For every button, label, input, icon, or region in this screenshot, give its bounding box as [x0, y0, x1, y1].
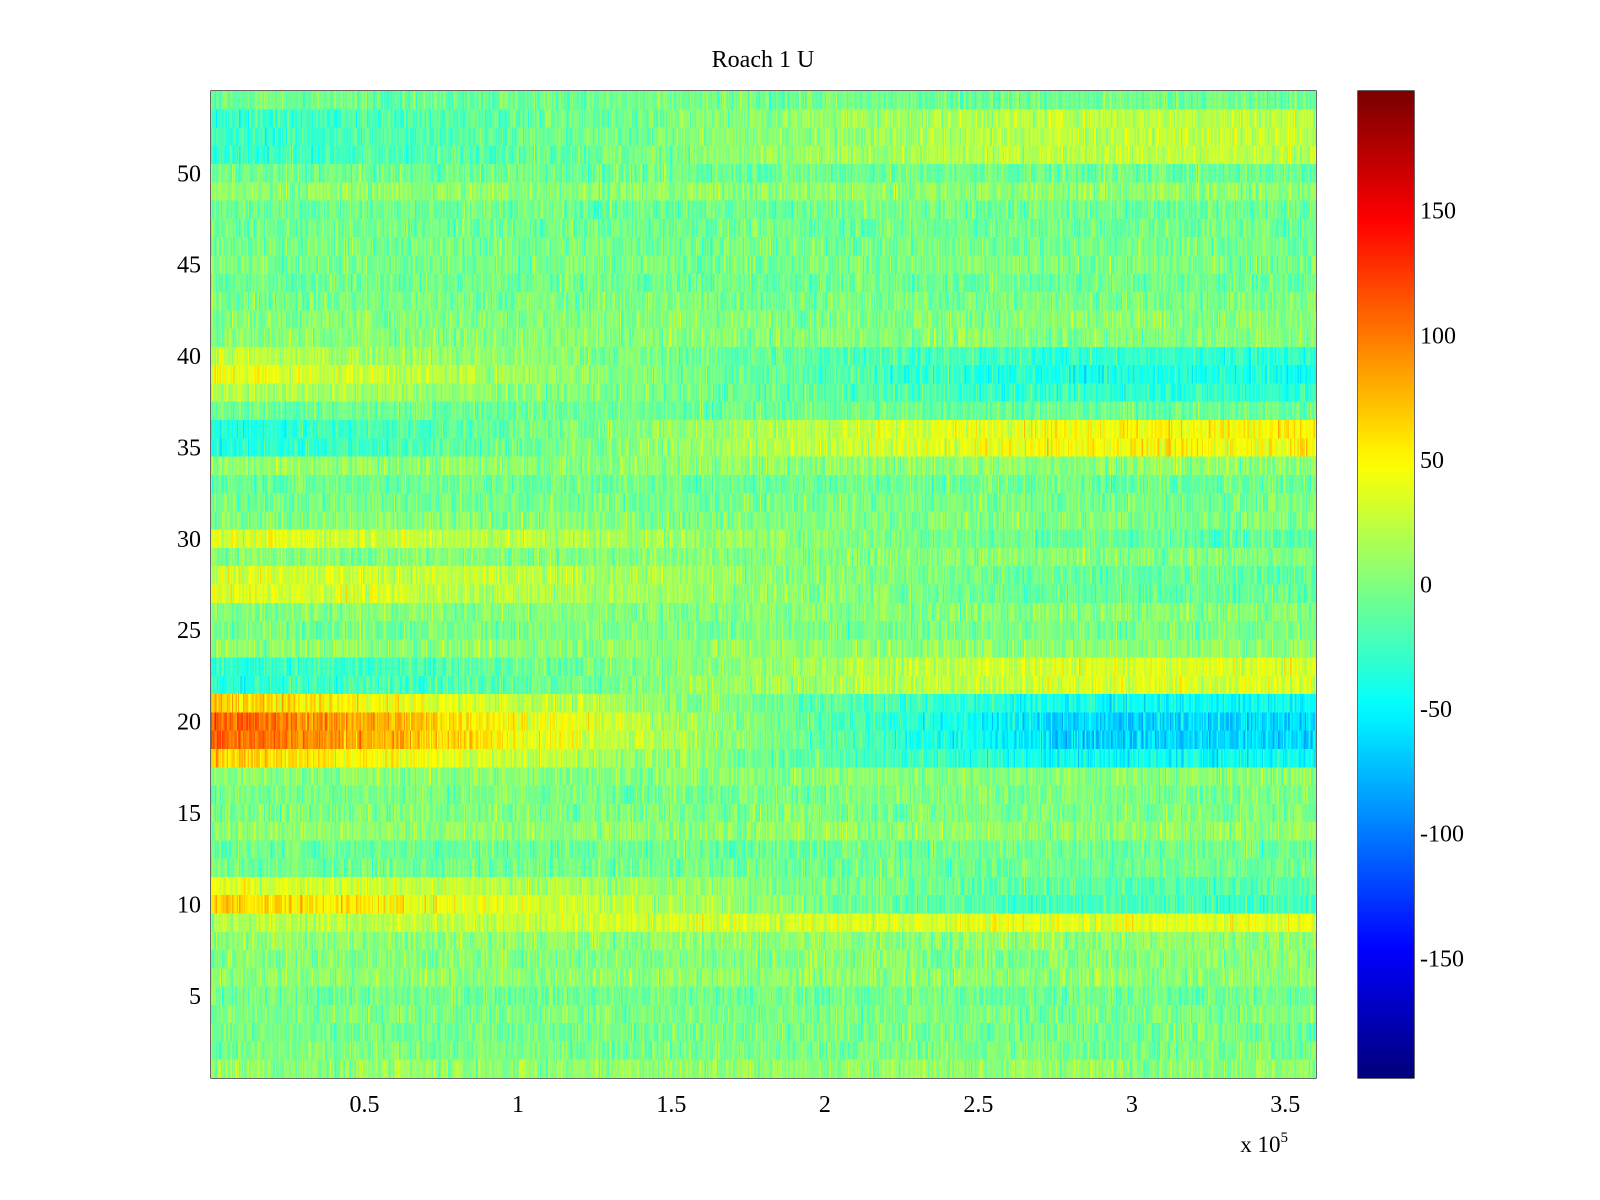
- x-exponent-base: x 10: [1240, 1132, 1280, 1157]
- y-tick-label: 5: [189, 984, 201, 1010]
- y-tick-label: 35: [177, 435, 201, 461]
- heatmap-cells: [211, 91, 1316, 1078]
- colorbar-tick-label: -150: [1420, 946, 1464, 972]
- x-tick-label: 3.5: [1270, 1092, 1300, 1118]
- x-tick-label: 2.5: [963, 1092, 993, 1118]
- x-exponent-label: x 105: [1240, 1130, 1288, 1157]
- colorbar-tick-label: 0: [1420, 573, 1432, 599]
- x-tick-label: 1: [512, 1092, 524, 1118]
- chart-title: Roach 1 U: [712, 47, 815, 73]
- x-tick-label: 1.5: [656, 1092, 686, 1118]
- y-tick-label: 25: [177, 618, 201, 644]
- colorbar-tick-label: -50: [1420, 697, 1452, 723]
- x-tick-label: 2: [819, 1092, 831, 1118]
- x-exponent-power: 5: [1281, 1130, 1289, 1146]
- y-tick-label: 40: [177, 344, 201, 370]
- x-tick-label: 0.5: [349, 1092, 379, 1118]
- colorbar-gradient: [1358, 91, 1414, 1078]
- colorbar-tick-label: -100: [1420, 822, 1464, 848]
- colorbar-tick-label: 150: [1420, 199, 1456, 225]
- colorbar-tick-label: 50: [1420, 448, 1444, 474]
- y-tick-label: 10: [177, 892, 201, 918]
- colorbar-tick-label: 100: [1420, 323, 1456, 349]
- y-tick-label: 15: [177, 801, 201, 827]
- x-tick-label: 3: [1126, 1092, 1138, 1118]
- svg-text:x 105: x 105: [1240, 1130, 1288, 1157]
- y-tick-label: 50: [177, 161, 201, 187]
- y-tick-label: 30: [177, 527, 201, 553]
- y-tick-label: 45: [177, 253, 201, 279]
- y-tick-label: 20: [177, 710, 201, 736]
